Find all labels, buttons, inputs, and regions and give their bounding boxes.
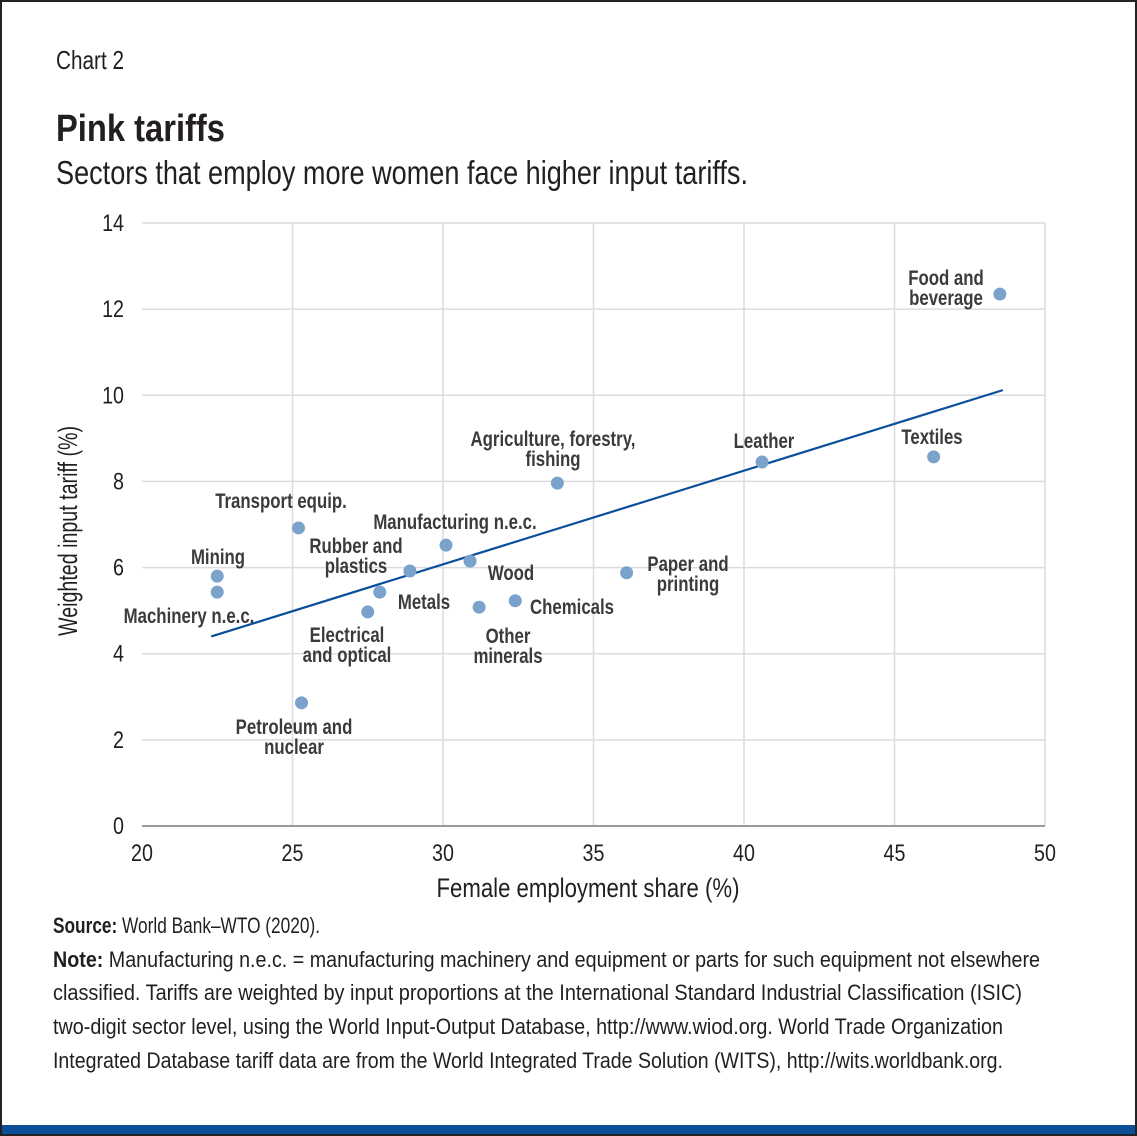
point-label: Other: [486, 625, 531, 648]
data-point: [755, 455, 769, 469]
point-label: plastics: [325, 555, 388, 578]
source-label: Source:: [53, 913, 117, 938]
y-tick-label: 2: [113, 727, 124, 754]
x-tick-label: 40: [733, 840, 755, 867]
y-tick-label: 14: [102, 210, 124, 237]
y-axis-label: Weighted input tariff (%): [53, 426, 83, 636]
chart-number: Chart 2: [56, 45, 124, 75]
note-line-4: Integrated Database tariff data are from…: [53, 1048, 1003, 1073]
y-tick-label: 0: [113, 813, 124, 840]
data-points: [210, 287, 1007, 710]
point-label: Wood: [488, 562, 534, 585]
point-label: Food and: [908, 267, 984, 290]
x-axis-label: Female employment share (%): [437, 873, 740, 903]
y-tick-label: 6: [113, 555, 124, 582]
point-label: fishing: [525, 448, 580, 471]
point-label: Manufacturing n.e.c.: [373, 511, 536, 534]
data-point: [620, 566, 634, 580]
x-tick-label: 35: [583, 840, 605, 867]
note-line-1: Note: Manufacturing n.e.c. = manufacturi…: [53, 947, 1040, 972]
data-point: [292, 521, 306, 535]
chart-title: Pink tariffs: [56, 108, 225, 150]
note-label: Note:: [53, 947, 103, 972]
point-label: minerals: [473, 645, 542, 668]
point-label: Mining: [191, 546, 245, 569]
data-point: [472, 600, 486, 614]
data-point: [927, 450, 941, 464]
point-label: Paper and: [647, 553, 728, 576]
data-point: [361, 605, 375, 619]
point-label: nuclear: [264, 736, 324, 759]
point-label: printing: [657, 573, 720, 596]
point-label: Rubber and: [309, 535, 402, 558]
y-tick-label: 4: [113, 641, 124, 668]
chart-subtitle: Sectors that employ more women face high…: [56, 154, 748, 191]
note-text-1: Manufacturing n.e.c. = manufacturing mac…: [103, 947, 1040, 972]
data-point: [550, 476, 564, 490]
trendline-line: [210, 389, 1004, 638]
point-label: Leather: [734, 430, 795, 453]
source-line: Source: World Bank–WTO (2020).: [53, 913, 320, 938]
data-point: [210, 569, 224, 583]
point-label: Agriculture, forestry,: [471, 428, 636, 451]
data-point: [508, 594, 522, 608]
x-tick-label: 45: [884, 840, 906, 867]
point-label: Electrical: [310, 624, 385, 647]
point-label: Metals: [398, 591, 450, 614]
data-point: [439, 538, 453, 552]
note-line-2: classified. Tariffs are weighted by inpu…: [53, 980, 1022, 1005]
y-tick-label: 12: [102, 296, 124, 323]
point-label: Machinery n.e.c.: [124, 605, 255, 628]
data-point: [373, 585, 387, 599]
x-tick-label: 25: [282, 840, 304, 867]
point-label: Transport equip.: [215, 490, 347, 513]
x-tick-label: 50: [1034, 840, 1056, 867]
point-label: Chemicals: [530, 596, 614, 619]
point-label: and optical: [303, 644, 392, 667]
data-point: [210, 585, 224, 599]
point-label: beverage: [909, 287, 983, 310]
bottom-bar: [2, 1125, 1135, 1134]
data-point: [463, 554, 477, 568]
x-tick-label: 30: [432, 840, 454, 867]
data-point: [993, 287, 1007, 301]
note-line-3: two-digit sector level, using the World …: [53, 1014, 1003, 1039]
point-label: Textiles: [901, 426, 962, 449]
point-label: Petroleum and: [236, 716, 353, 739]
source-text: World Bank–WTO (2020).: [117, 913, 320, 938]
data-point: [295, 696, 309, 710]
y-tick-label: 8: [113, 468, 124, 495]
x-tick-label: 20: [131, 840, 153, 867]
axes: 20 25 30 35 40 45 50 0 2 4 6 8 10 12 14: [102, 210, 1056, 867]
y-tick-label: 10: [102, 382, 124, 409]
grid: [142, 222, 1046, 826]
trendline: [210, 389, 1004, 638]
data-point: [403, 564, 417, 578]
